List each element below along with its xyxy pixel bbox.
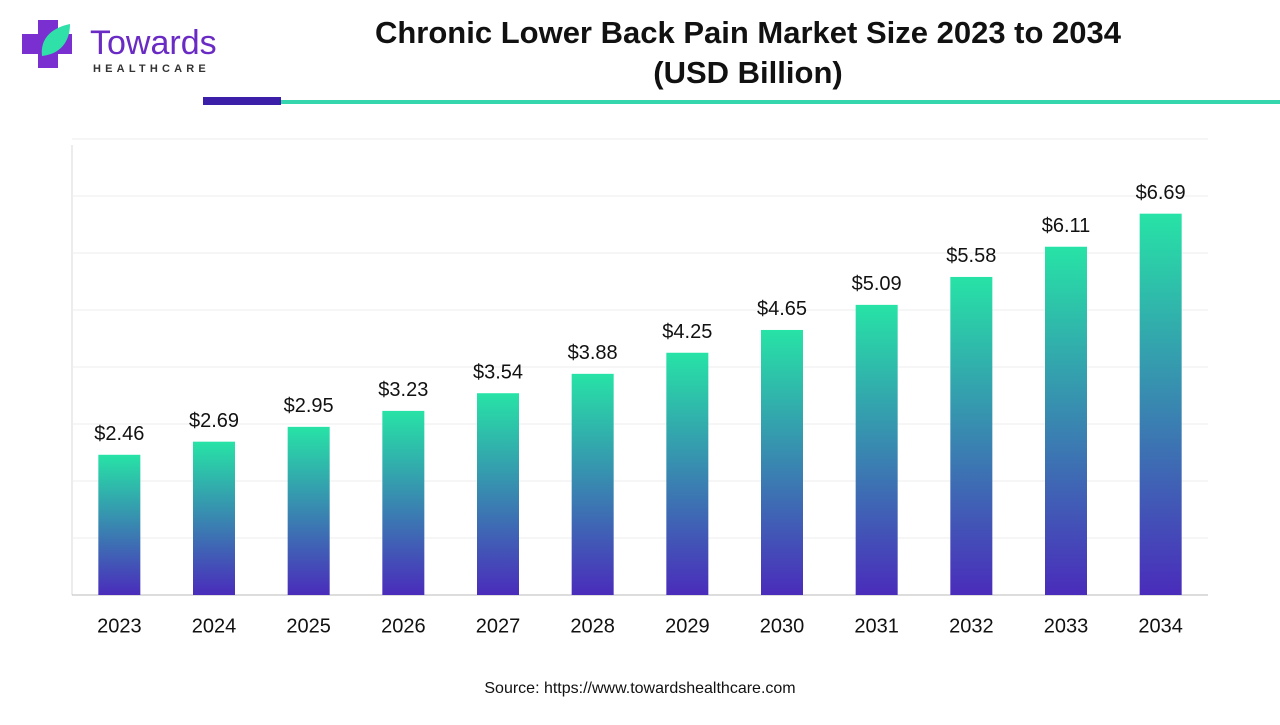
bar — [287, 426, 330, 595]
x-tick-label: 2032 — [949, 615, 994, 637]
bar — [477, 393, 519, 595]
chart-subtitle: (USD Billion) — [653, 55, 842, 90]
x-tick-label: 2031 — [854, 615, 899, 637]
x-tick-label: 2028 — [570, 615, 615, 637]
value-label: $2.69 — [189, 410, 239, 432]
source: Source: https://www.towardshealthcare.co… — [484, 680, 795, 697]
bar — [950, 276, 993, 595]
value-label: $6.69 — [1136, 182, 1186, 204]
value-label: $2.46 — [94, 423, 144, 445]
value-label: $4.65 — [757, 298, 807, 320]
value-label: $5.09 — [852, 273, 902, 295]
chart-title: Chronic Lower Back Pain Market Size 2023… — [375, 15, 1122, 50]
x-tick-label: 2029 — [665, 615, 710, 637]
logo-icon — [22, 20, 72, 68]
bar — [382, 410, 425, 595]
bar — [761, 329, 803, 595]
value-label: $3.54 — [473, 362, 523, 384]
value-label: $5.58 — [946, 245, 996, 267]
bar — [193, 441, 235, 595]
bar — [855, 304, 898, 595]
x-tick-label: 2030 — [760, 615, 805, 637]
bar — [98, 454, 141, 595]
logo-tagline: HEALTHCARE — [93, 63, 210, 75]
value-label: $3.23 — [378, 379, 428, 401]
bar — [666, 352, 709, 595]
x-tick-label: 2033 — [1044, 615, 1089, 637]
logo-name: Towards — [90, 24, 217, 62]
header-accent — [203, 97, 281, 105]
x-tick-label: 2025 — [286, 615, 331, 637]
value-label: $3.88 — [568, 342, 618, 364]
bar — [1045, 246, 1087, 596]
header-rule — [281, 100, 1280, 104]
value-label: $2.95 — [284, 395, 334, 417]
x-tick-label: 2024 — [192, 615, 237, 637]
x-tick-label: 2026 — [381, 615, 426, 637]
x-tick-label: 2027 — [476, 615, 521, 637]
value-label: $4.25 — [662, 321, 712, 343]
value-label: $6.11 — [1042, 215, 1091, 237]
bar — [571, 373, 614, 595]
bar — [1139, 213, 1182, 596]
x-tick-label: 2023 — [97, 615, 142, 637]
x-tick-label: 2034 — [1138, 615, 1183, 637]
